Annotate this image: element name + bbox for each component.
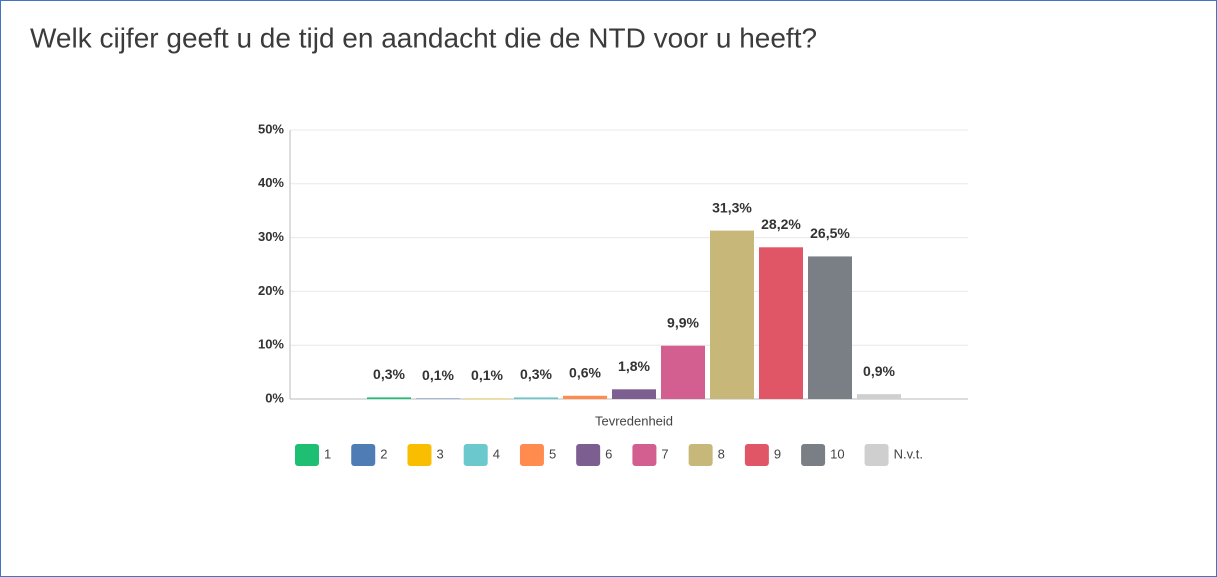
- y-tick-label: 0%: [265, 390, 284, 405]
- bar: [661, 345, 705, 399]
- value-label: 0,1%: [471, 367, 503, 383]
- bar: [416, 398, 460, 399]
- bar: [563, 395, 607, 399]
- bar: [367, 397, 411, 399]
- value-label: 0,1%: [422, 367, 454, 383]
- legend-label: 3: [436, 446, 443, 461]
- legend-label: 9: [774, 446, 781, 461]
- legend-swatch: [407, 444, 432, 466]
- y-tick-label: 30%: [258, 229, 284, 244]
- bar: [710, 230, 754, 399]
- value-label: 9,9%: [667, 314, 699, 330]
- legend-swatch: [519, 444, 544, 466]
- bar: [808, 256, 852, 399]
- legend-label: 2: [380, 446, 387, 461]
- legend-label: 5: [549, 446, 556, 461]
- value-label: 26,5%: [810, 225, 850, 241]
- value-label: 0,3%: [373, 366, 405, 382]
- y-tick-label: 40%: [258, 175, 284, 190]
- legend-swatch: [864, 444, 889, 466]
- legend-label: 4: [493, 446, 500, 461]
- value-label: 28,2%: [761, 216, 801, 232]
- value-label: 0,6%: [569, 364, 601, 380]
- legend-label: 1: [324, 446, 331, 461]
- legend-swatch: [463, 444, 488, 466]
- y-tick-label: 50%: [258, 121, 284, 136]
- value-label: 1,8%: [618, 358, 650, 374]
- bar: [465, 398, 509, 399]
- legend-swatch: [295, 444, 319, 466]
- bar: [759, 247, 803, 399]
- chart-title: Welk cijfer geeft u de tijd en aandacht …: [30, 22, 817, 53]
- legend-label: N.v.t.: [894, 446, 923, 461]
- x-tick-label: Tevredenheid: [595, 413, 673, 428]
- value-label: 0,3%: [520, 366, 552, 382]
- legend-swatch: [801, 444, 826, 466]
- y-tick-label: 10%: [258, 337, 284, 352]
- bar: [514, 397, 558, 399]
- legend-swatch: [576, 444, 601, 466]
- legend-label: 8: [718, 446, 725, 461]
- value-label: 31,3%: [712, 199, 752, 215]
- value-label: 0,9%: [863, 363, 895, 379]
- legend-swatch: [351, 444, 376, 466]
- legend-swatch: [632, 444, 657, 466]
- bar: [857, 394, 901, 399]
- bar: [612, 389, 656, 399]
- legend-swatch: [688, 444, 713, 466]
- legend-label: 10: [830, 446, 844, 461]
- legend-label: 6: [605, 446, 612, 461]
- y-tick-label: 20%: [258, 283, 284, 298]
- legend-label: 7: [661, 446, 668, 461]
- legend-swatch: [744, 444, 769, 466]
